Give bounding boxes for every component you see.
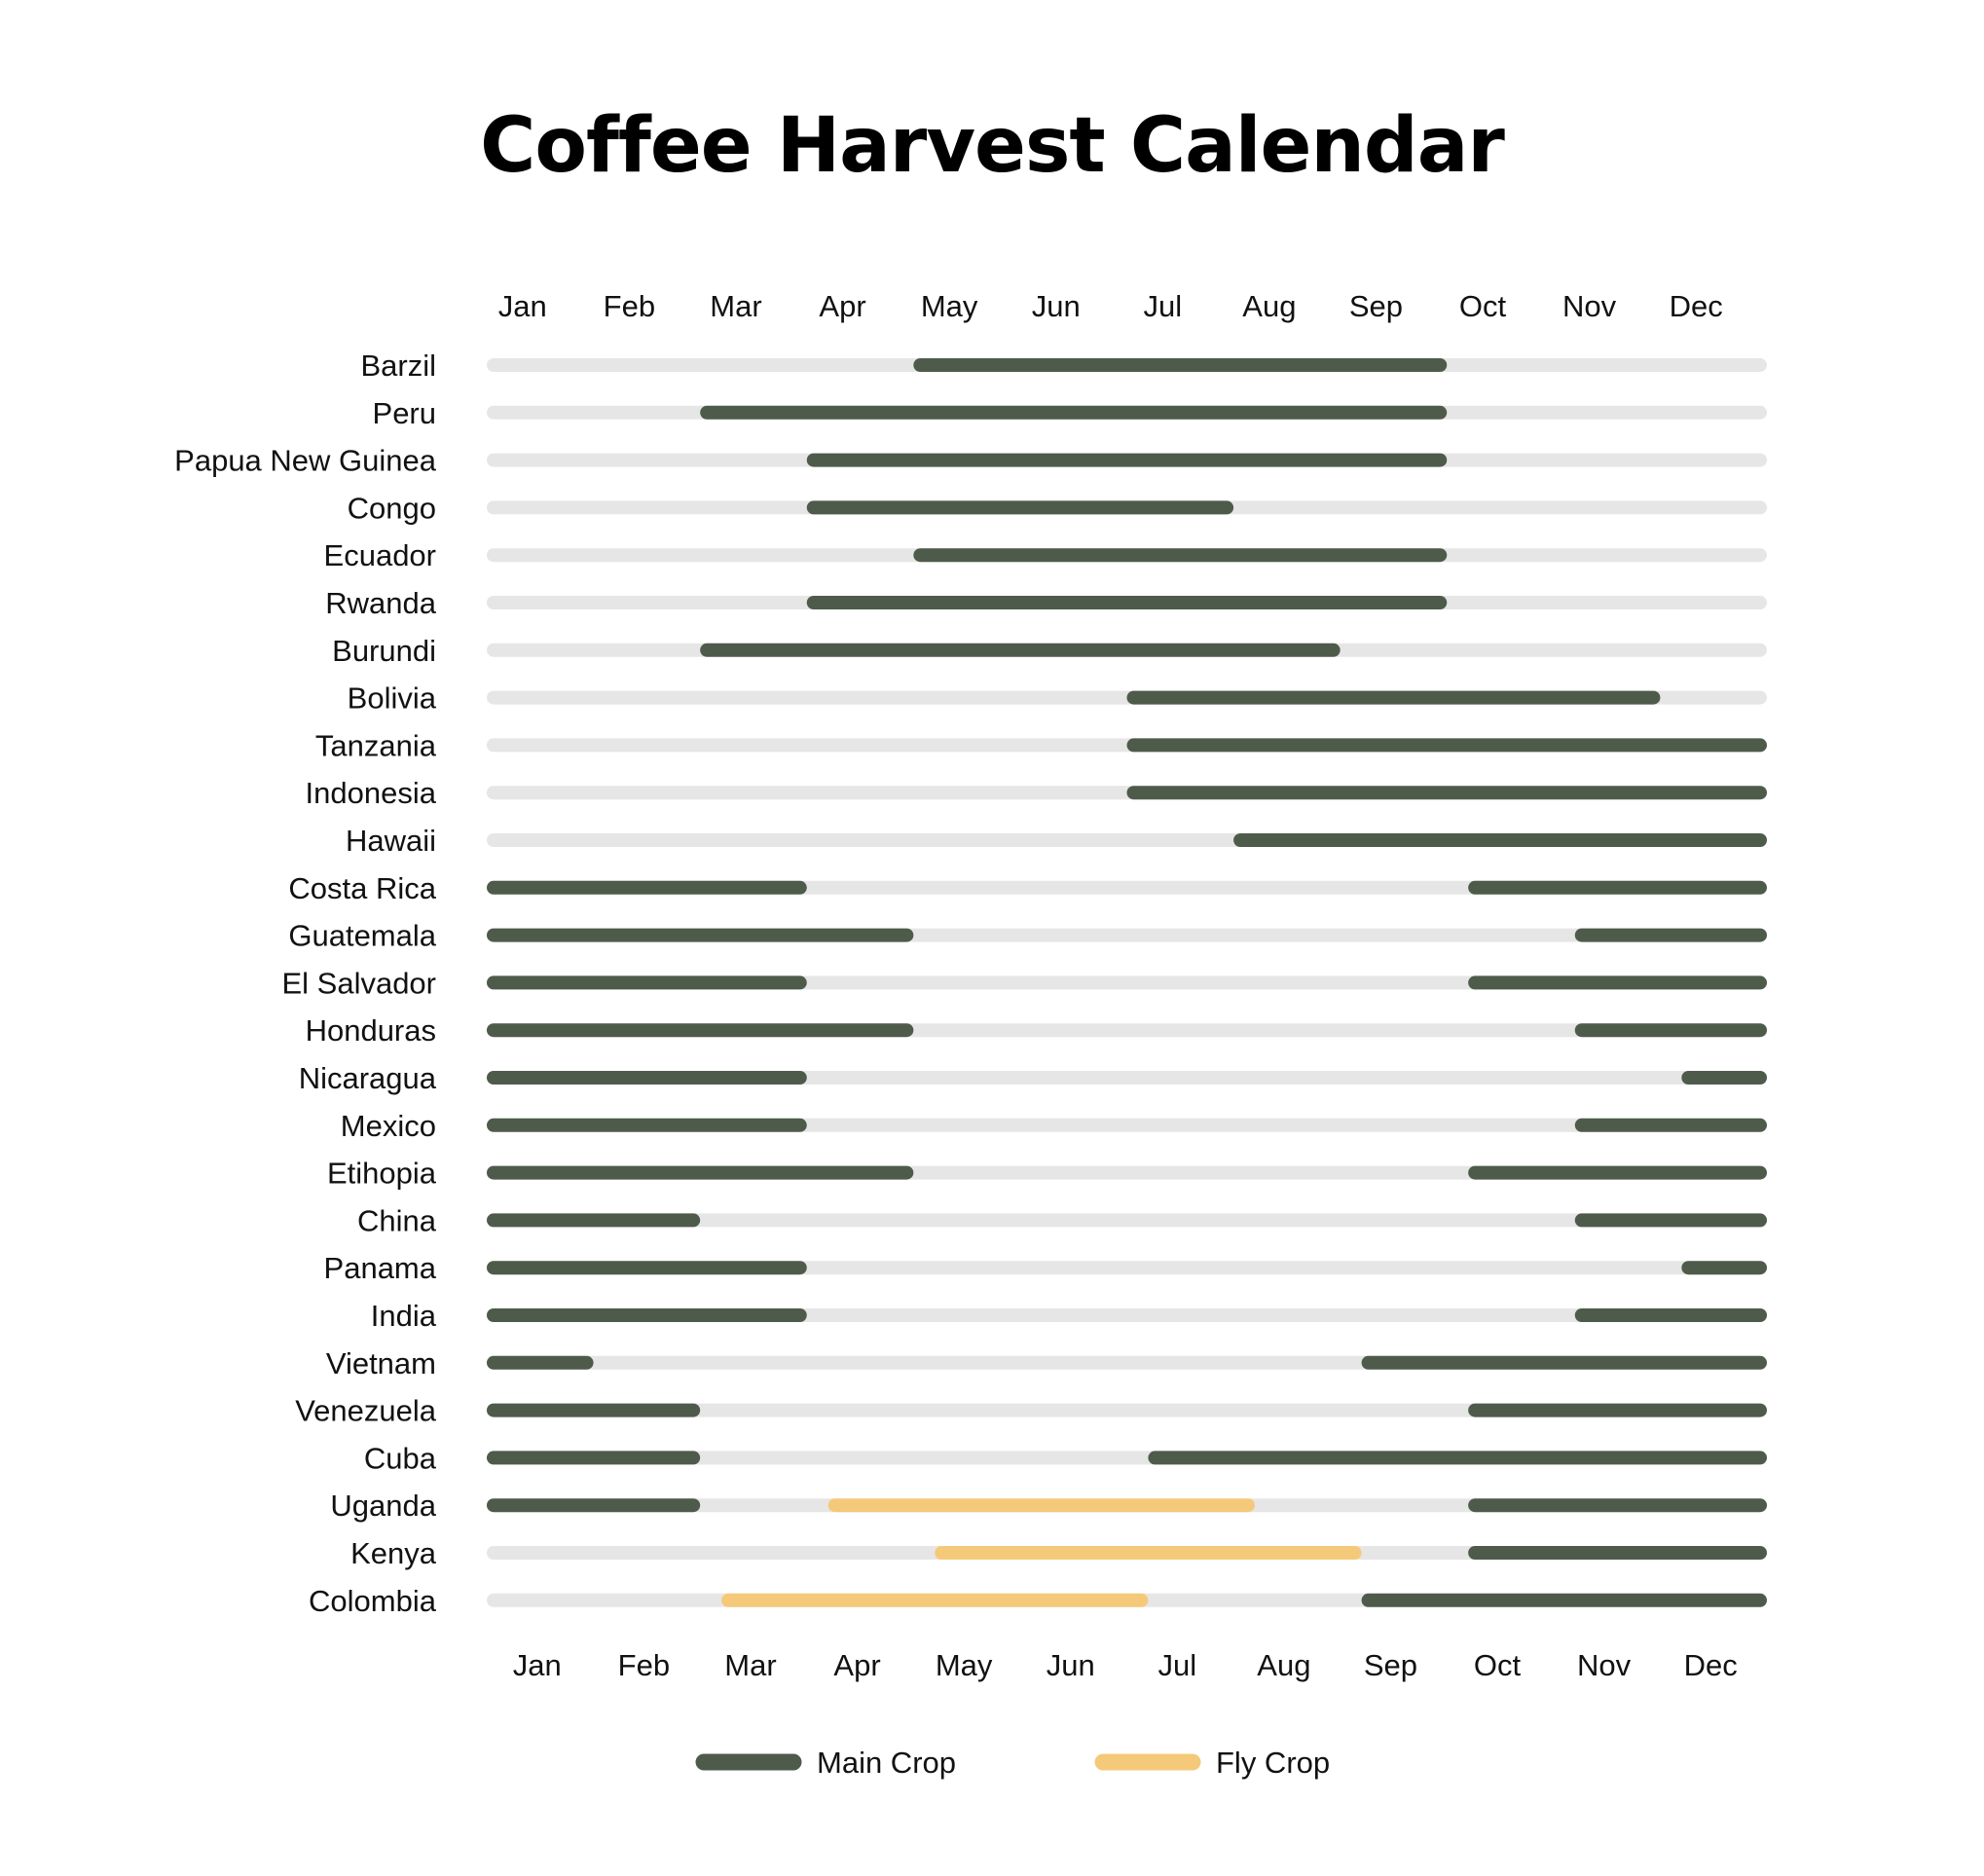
country-row: Cuba <box>364 1441 1767 1475</box>
bottom-month-label: Oct <box>1474 1648 1522 1682</box>
country-label: Rwanda <box>325 586 436 620</box>
country-label: Costa Rica <box>288 871 436 905</box>
country-label: Guatemala <box>288 919 436 953</box>
country-row: China <box>357 1203 1767 1237</box>
bottom-month-label: Mar <box>724 1648 776 1682</box>
top-month-label: Sep <box>1349 289 1403 323</box>
country-label: Peru <box>373 396 436 430</box>
bottom-month-label: Aug <box>1257 1648 1310 1682</box>
legend-item-main: Main Crop <box>695 1746 956 1780</box>
top-month-label: Jan <box>498 289 547 323</box>
country-row: Costa Rica <box>288 871 1767 905</box>
bottom-month-label: Dec <box>1684 1648 1738 1682</box>
country-label: Ecuador <box>324 538 436 572</box>
country-label: Honduras <box>306 1013 436 1048</box>
country-label: Venezuela <box>295 1394 437 1428</box>
top-month-label: Aug <box>1242 289 1296 323</box>
top-month-label: Dec <box>1670 289 1723 323</box>
country-label: Bolivia <box>348 681 437 716</box>
bottom-month-label: Jul <box>1157 1648 1196 1682</box>
country-label: Panama <box>324 1251 437 1285</box>
country-row: Peru <box>373 396 1767 430</box>
country-row: Colombia <box>309 1584 1767 1618</box>
country-row: Honduras <box>306 1013 1767 1048</box>
country-label: El Salvador <box>281 966 436 1000</box>
country-row: Ecuador <box>324 538 1767 572</box>
country-label: Cuba <box>364 1441 437 1475</box>
country-label: Hawaii <box>346 824 436 858</box>
country-label: Congo <box>348 491 436 525</box>
chart-title: Coffee Harvest Calendar <box>480 102 1505 190</box>
country-rows: Barzil Peru Papua New Guinea Congo Ecuador Rw… <box>174 349 1767 1618</box>
country-label: Burundi <box>332 634 436 668</box>
country-row: Nicaragua <box>299 1061 1767 1095</box>
country-label: Barzil <box>360 349 436 383</box>
bottom-month-label: Jun <box>1047 1648 1095 1682</box>
country-label: China <box>357 1203 437 1237</box>
country-label: Kenya <box>350 1536 437 1570</box>
top-month-label: Mar <box>710 289 761 323</box>
bottom-month-label: Apr <box>833 1648 880 1682</box>
top-month-axis: Jan Feb Mar Apr May Jun Jul Aug Sep Oct Nov Dec <box>498 289 1723 323</box>
country-row: Uganda <box>330 1489 1767 1523</box>
country-row: Barzil <box>360 349 1767 383</box>
bottom-month-label: Feb <box>618 1648 670 1682</box>
country-row: Etihopia <box>327 1157 1767 1191</box>
top-month-label: Jul <box>1143 289 1182 323</box>
country-label: Tanzania <box>315 728 437 762</box>
top-month-label: Apr <box>819 289 865 323</box>
bottom-month-label: Nov <box>1577 1648 1632 1682</box>
country-row: Panama <box>324 1251 1767 1285</box>
country-row: El Salvador <box>281 966 1767 1000</box>
top-month-label: May <box>921 289 978 323</box>
country-label: India <box>371 1299 437 1333</box>
top-month-label: Oct <box>1459 289 1507 323</box>
country-row: Guatemala <box>288 919 1767 953</box>
top-month-label: Nov <box>1562 289 1617 323</box>
country-label: Etihopia <box>327 1157 437 1191</box>
country-row: Vietnam <box>326 1346 1767 1380</box>
country-row: India <box>371 1299 1767 1333</box>
country-label: Uganda <box>330 1489 436 1523</box>
legend-label: Fly Crop <box>1216 1746 1330 1780</box>
country-row: Congo <box>348 491 1767 525</box>
country-label: Mexico <box>341 1109 436 1143</box>
bottom-month-label: Sep <box>1364 1648 1417 1682</box>
country-row: Rwanda <box>325 586 1767 620</box>
country-row: Papua New Guinea <box>174 444 1767 478</box>
country-row: Bolivia <box>348 681 1767 716</box>
bottom-month-axis: Jan Feb Mar Apr May Jun Jul Aug Sep Oct Nov Dec <box>513 1648 1738 1682</box>
country-row: Venezuela <box>295 1394 1767 1428</box>
chart-legend: Main Crop Fly Crop <box>695 1746 1330 1780</box>
country-label: Vietnam <box>326 1346 436 1380</box>
country-label: Indonesia <box>306 776 437 810</box>
country-row: Indonesia <box>306 776 1767 810</box>
country-label: Colombia <box>309 1584 437 1618</box>
country-row: Mexico <box>341 1109 1767 1143</box>
top-month-label: Jun <box>1032 289 1081 323</box>
country-row: Burundi <box>332 634 1767 668</box>
top-month-label: Feb <box>604 289 655 323</box>
bottom-month-label: May <box>936 1648 993 1682</box>
legend-label: Main Crop <box>817 1746 956 1780</box>
country-label: Papua New Guinea <box>174 444 437 478</box>
country-row: Kenya <box>350 1536 1767 1570</box>
country-label: Nicaragua <box>299 1061 437 1095</box>
country-row: Hawaii <box>346 824 1767 858</box>
legend-item-fly: Fly Crop <box>1094 1746 1330 1780</box>
country-row: Tanzania <box>315 728 1767 762</box>
bottom-month-label: Jan <box>513 1648 562 1682</box>
